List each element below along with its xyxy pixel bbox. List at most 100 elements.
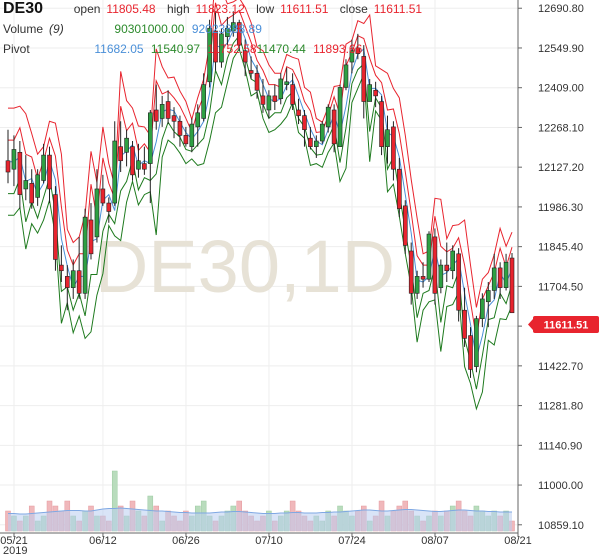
candle xyxy=(485,282,491,328)
legend-row-ohlc: DE30 open 11805.48 high 11823.12 low 11611.… xyxy=(3,0,430,18)
candle xyxy=(195,104,201,147)
candle xyxy=(343,59,349,91)
candle xyxy=(130,141,135,181)
candle xyxy=(385,115,390,164)
price-tick-label: 11704.50 xyxy=(538,281,583,293)
candle xyxy=(337,84,343,147)
pivot-label: Pivot xyxy=(3,42,30,56)
time-axis-year: 2019 xyxy=(3,545,27,557)
candle xyxy=(177,115,183,147)
candle xyxy=(124,129,129,167)
candle xyxy=(82,208,88,299)
candle xyxy=(236,19,242,51)
candle xyxy=(474,315,479,373)
candle xyxy=(509,252,515,314)
candle xyxy=(254,64,260,99)
pivot-value-5: 11893.66 xyxy=(313,42,363,56)
candle xyxy=(47,146,52,204)
legend-row-pivot[interactable]: Pivot 11682.05 11540.97 11752.5811470.44… xyxy=(3,42,370,56)
candle xyxy=(367,78,372,102)
candle xyxy=(76,236,82,299)
last-price-value: 11611.51 xyxy=(544,320,589,332)
candle xyxy=(438,259,444,294)
price-tick-label: 11281.80 xyxy=(538,401,583,413)
candle xyxy=(41,143,46,184)
candle xyxy=(183,126,189,147)
candle xyxy=(491,253,497,299)
symbol-name[interactable]: DE30 xyxy=(3,0,44,17)
candle xyxy=(213,11,218,71)
price-axis[interactable]: 12690.80 12549.90 12409.00 12268.10 12127.20… xyxy=(518,3,584,532)
candle xyxy=(414,270,420,299)
price-candles xyxy=(5,11,515,378)
candle xyxy=(64,265,70,311)
candle xyxy=(497,262,503,299)
candle xyxy=(231,11,236,37)
price-tick-label: 11986.30 xyxy=(538,202,583,214)
legend-row-volume[interactable]: Volume (9) 90301000.00 92023888.89 xyxy=(3,22,262,36)
candle xyxy=(5,129,11,184)
pivot-value-3: 11752.58 xyxy=(207,42,257,56)
candle xyxy=(450,245,456,280)
price-tick-label: 12690.80 xyxy=(538,3,584,15)
volume-value-2: 92023888.89 xyxy=(191,22,262,36)
candle xyxy=(142,146,147,175)
candle xyxy=(29,169,35,209)
pivot-value-4: 11470.44 xyxy=(256,42,306,56)
candle xyxy=(165,90,171,125)
candle xyxy=(302,109,307,147)
candle xyxy=(373,81,378,108)
time-tick-label: 08/21 xyxy=(504,535,532,547)
candle xyxy=(23,155,29,201)
pivot-value-2: 11540.97 xyxy=(150,42,201,56)
candle xyxy=(284,67,289,91)
low-label: low xyxy=(256,2,275,16)
volume-period: (9) xyxy=(49,22,64,36)
candle xyxy=(11,135,17,187)
time-tick-label: 08/07 xyxy=(421,535,449,547)
candle xyxy=(290,73,295,110)
volume-bars xyxy=(5,470,515,532)
candle xyxy=(355,33,361,60)
close-value: 11611.51 xyxy=(373,2,423,16)
candle xyxy=(148,109,153,204)
candle xyxy=(106,197,112,223)
last-price-badge: 11611.51 xyxy=(528,316,599,333)
candle xyxy=(201,73,206,122)
candle xyxy=(331,104,337,153)
candle xyxy=(225,16,230,46)
candle xyxy=(314,135,319,158)
pivot-s1-line xyxy=(8,34,513,390)
candle xyxy=(260,78,266,113)
close-label: close xyxy=(339,2,368,16)
candle xyxy=(426,231,432,283)
high-label: high xyxy=(166,2,190,16)
candle xyxy=(391,121,396,181)
price-tick-label: 12549.90 xyxy=(538,43,584,55)
price-tick-label: 12127.20 xyxy=(538,162,584,174)
candle xyxy=(349,39,355,74)
candle xyxy=(379,95,384,156)
candle xyxy=(361,45,367,119)
open-label: open xyxy=(73,2,101,16)
pivot-s2-line xyxy=(8,47,513,411)
candle xyxy=(112,121,118,206)
time-axis[interactable]: 05/21 06/12 06/26 07/10 07/24 08/07 08/21 2019 xyxy=(0,533,532,557)
time-tick-label: 07/24 xyxy=(338,535,366,547)
candle xyxy=(35,169,40,206)
price-tick-label: 11000.00 xyxy=(538,480,583,492)
candle xyxy=(219,28,224,68)
candle xyxy=(171,107,177,139)
candle xyxy=(402,200,408,254)
time-tick-label: 05/21 xyxy=(0,535,28,547)
candle xyxy=(136,143,141,178)
candle xyxy=(456,248,461,322)
candle xyxy=(272,84,278,110)
time-tick-label: 06/12 xyxy=(89,535,117,547)
high-value: 11823.12 xyxy=(195,2,245,16)
candle xyxy=(189,118,195,153)
candle xyxy=(408,242,414,305)
candle xyxy=(462,287,467,347)
volume-ma-area xyxy=(8,508,512,531)
